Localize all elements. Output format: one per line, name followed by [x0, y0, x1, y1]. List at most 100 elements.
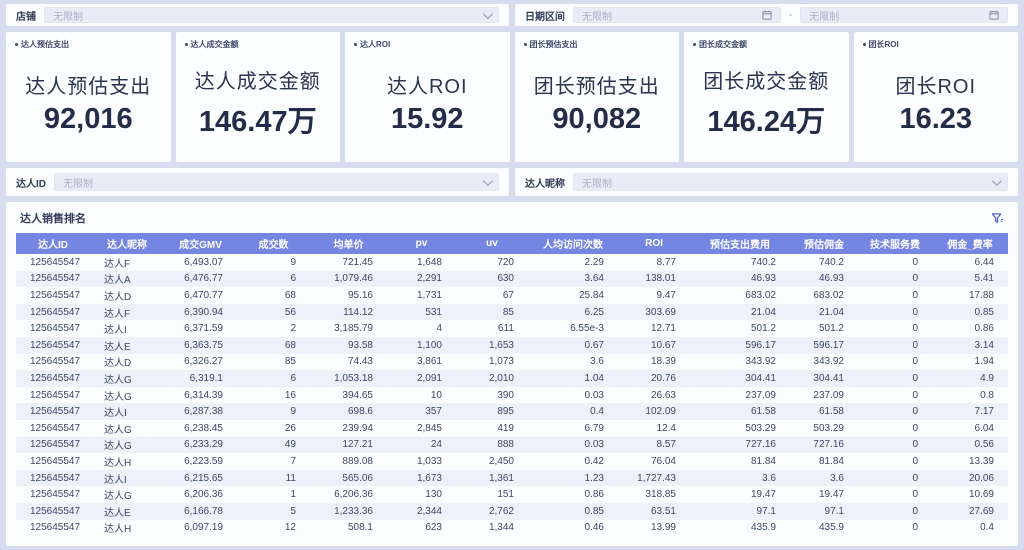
table-cell: 18.39 [650, 356, 676, 368]
kpi-tag-label: 团长预估支出 [529, 40, 578, 49]
table-cell: 6.04 [974, 422, 994, 434]
calendar-icon [762, 10, 772, 20]
table-cell: 125645547 [30, 306, 81, 318]
kpi-value: 16.23 [899, 102, 973, 135]
table-cell: 3.64 [584, 273, 604, 285]
table-cell: 6,097.19 [184, 522, 223, 534]
table-cell: 1,653 [488, 339, 514, 351]
table-cell: 11 [285, 472, 296, 484]
table-row: 125645547 达人I 6,371.59 2 3,185.79 4 611 6.55e-3… [16, 320, 1008, 337]
table-cell: 611 [498, 323, 514, 335]
kpi-card-tag: 达人ROI [354, 39, 501, 50]
talent-id-select[interactable]: 无限制 [54, 173, 499, 191]
table-cell: 达人G [104, 374, 132, 386]
table-row: 125645547 达人A 6,476.77 6 1,079.46 2,291 630 3.6… [16, 270, 1008, 288]
table-cell: 623 [425, 522, 442, 534]
table-cell: 895 [497, 406, 514, 418]
table-cell: 0 [912, 323, 918, 335]
bullet-icon [354, 43, 357, 46]
shop-select-value: 无限制 [53, 11, 83, 23]
table-cell: 0.56 [974, 439, 994, 451]
table-cell: 151 [497, 489, 514, 501]
table-cell: 0.03 [584, 439, 604, 451]
table-cell: 8.77 [656, 256, 676, 268]
table-cell: 1,233.36 [334, 505, 373, 517]
kpi-card-tag: 团长ROI [862, 39, 1010, 50]
table-cell: 2,762 [488, 505, 514, 517]
top-filter-bar: 店铺 无限制 日期区间 无限制 - 无限制 [6, 4, 1018, 26]
table-cell: 721.45 [342, 256, 373, 268]
table-cell: 343.92 [813, 356, 844, 368]
column-header[interactable]: 预估佣金 [790, 233, 858, 254]
table-cell: 125645547 [30, 323, 81, 335]
kpi-card-tag: 达人预估支出 [15, 39, 162, 50]
column-header[interactable]: 人均访问次数 [528, 233, 618, 254]
table-cell: 61.58 [750, 406, 776, 418]
column-header[interactable]: 成交GMV [164, 233, 237, 254]
table-cell: 1,079.46 [334, 273, 373, 285]
table-cell: 596.17 [813, 339, 844, 351]
table-cell: 138.01 [645, 273, 676, 285]
date-end-input[interactable]: 无限制 [800, 7, 1008, 23]
table-cell: 0 [912, 406, 918, 418]
column-header[interactable]: 达人ID [16, 233, 90, 254]
table-cell: 125645547 [30, 256, 81, 268]
table-cell: 6,206.36 [334, 489, 373, 501]
table-row: 125645547 达人E 6,363.75 68 93.58 1,100 1,653 0.6… [16, 336, 1008, 354]
table-cell: 61.58 [818, 406, 844, 418]
column-header[interactable]: 技术服务费 [858, 233, 932, 254]
column-header[interactable]: uv [456, 233, 528, 254]
table-cell: 0.4 [590, 406, 604, 418]
column-header[interactable]: 达人昵称 [90, 233, 164, 254]
table-cell: 0 [912, 356, 918, 368]
talent-nickname-select[interactable]: 无限制 [573, 173, 1008, 191]
table-cell: 达人I [104, 408, 127, 420]
table-cell: 6,470.77 [184, 289, 223, 301]
table-cell: 6,206.36 [184, 489, 223, 501]
table-cell: 6,223.59 [184, 455, 223, 467]
table-cell: 239.94 [342, 422, 373, 434]
table-cell: 102.09 [645, 406, 676, 418]
table-cell: 达人G [104, 424, 132, 436]
table-cell: 49 [284, 439, 296, 451]
table-cell: 12 [284, 522, 296, 534]
table-cell: 0.86 [974, 323, 994, 335]
table-cell: 3.6 [590, 356, 604, 368]
column-header[interactable]: pv [387, 233, 456, 254]
shop-select[interactable]: 无限制 [44, 7, 499, 23]
table-cell: 67 [502, 289, 514, 301]
filter-icon[interactable] [991, 212, 1004, 225]
table-cell: 0.8 [980, 389, 994, 401]
kpi-value: 15.92 [390, 102, 464, 135]
kpi-card-talent-gmv: 达人成交金额 达人成交金额 146.47万 [175, 32, 340, 162]
table-cell: 237.09 [745, 389, 776, 401]
table-cell: 6 [290, 372, 296, 384]
date-start-input[interactable]: 无限制 [573, 7, 781, 23]
kpi-cards-row: 达人预估支出 达人预估支出 92,016 达人成交金额 达人成交金额 146.47万… [6, 32, 1018, 162]
table-cell: 9 [290, 406, 296, 418]
table-cell: 26.63 [650, 389, 676, 401]
table-cell: 0 [912, 289, 918, 301]
table-cell: 125645547 [30, 273, 81, 285]
kpi-title: 达人成交金额 [194, 71, 321, 93]
table-cell: 740.2 [818, 256, 844, 268]
table-cell: 3.6 [762, 472, 776, 484]
table-cell: 95.16 [347, 289, 373, 301]
table-cell: 0.67 [584, 339, 604, 351]
chevron-down-icon [991, 175, 1002, 186]
table-cell: 125645547 [30, 406, 81, 418]
table-cell: 达人H [104, 524, 132, 536]
kpi-tag-label: 达人ROI [360, 40, 391, 49]
column-header[interactable]: 佣金_费率 [932, 233, 1008, 254]
table-cell: 81.84 [818, 455, 844, 467]
table-cell: 1.04 [584, 372, 604, 384]
table-cell: 0.46 [584, 522, 604, 534]
kpi-card-leader-gmv: 团长成交金额 团长成交金额 146.24万 [684, 32, 849, 162]
table-cell: 6.44 [974, 256, 994, 268]
column-header[interactable]: 均单价 [310, 233, 387, 254]
table-cell: 21.04 [818, 306, 844, 318]
column-header[interactable]: 成交数 [237, 233, 310, 254]
column-header[interactable]: 预估支出费用 [690, 233, 790, 254]
column-header[interactable]: ROI [618, 233, 690, 254]
bullet-icon [15, 43, 18, 46]
